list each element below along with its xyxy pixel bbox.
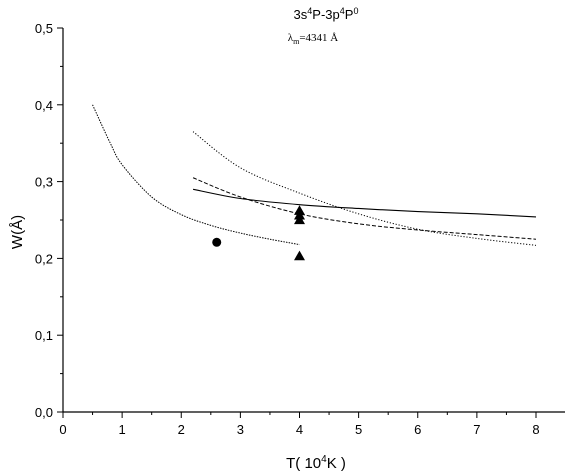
series-line-solid <box>192 188 537 218</box>
y-tick-label: 0,1 <box>35 328 53 343</box>
y-tick-label: 0,2 <box>35 251 53 266</box>
x-tick-label: 6 <box>414 422 421 437</box>
x-tick-label: 5 <box>355 422 362 437</box>
x-tick-label: 4 <box>296 422 303 437</box>
points-layer <box>212 205 305 261</box>
x-tick-label: 1 <box>119 422 126 437</box>
series-line-dotted <box>192 131 537 246</box>
series-layer <box>92 104 537 246</box>
x-tick-label: 7 <box>473 422 480 437</box>
data-point-triangle <box>294 250 305 261</box>
x-tick-label: 0 <box>59 422 66 437</box>
chart-title: 3s4P-3p4P0 <box>294 6 359 22</box>
y-tick-label: 0,5 <box>35 21 53 36</box>
x-tick-label: 8 <box>532 422 539 437</box>
series-line-dashed <box>192 177 537 240</box>
chart-subtitle: λm=4341 Å <box>288 32 339 46</box>
y-tick-label: 0,0 <box>35 405 53 420</box>
x-tick-label: 3 <box>237 422 244 437</box>
x-tick-label: 2 <box>178 422 185 437</box>
data-point-circle <box>212 237 222 247</box>
data-point-triangle <box>294 214 305 225</box>
y-tick-label: 0,3 <box>35 175 53 190</box>
series-line-short-dash <box>92 104 300 246</box>
y-tick-label: 0,4 <box>35 98 53 113</box>
y-axis-label: W(Å) <box>9 215 26 249</box>
axis-ticks: 0 1 2 3 4 5 6 7 8 0,0 0,1 0,2 0,3 0,4 0,5 <box>35 21 540 437</box>
x-axis-label: T( 104K ) <box>286 454 346 472</box>
